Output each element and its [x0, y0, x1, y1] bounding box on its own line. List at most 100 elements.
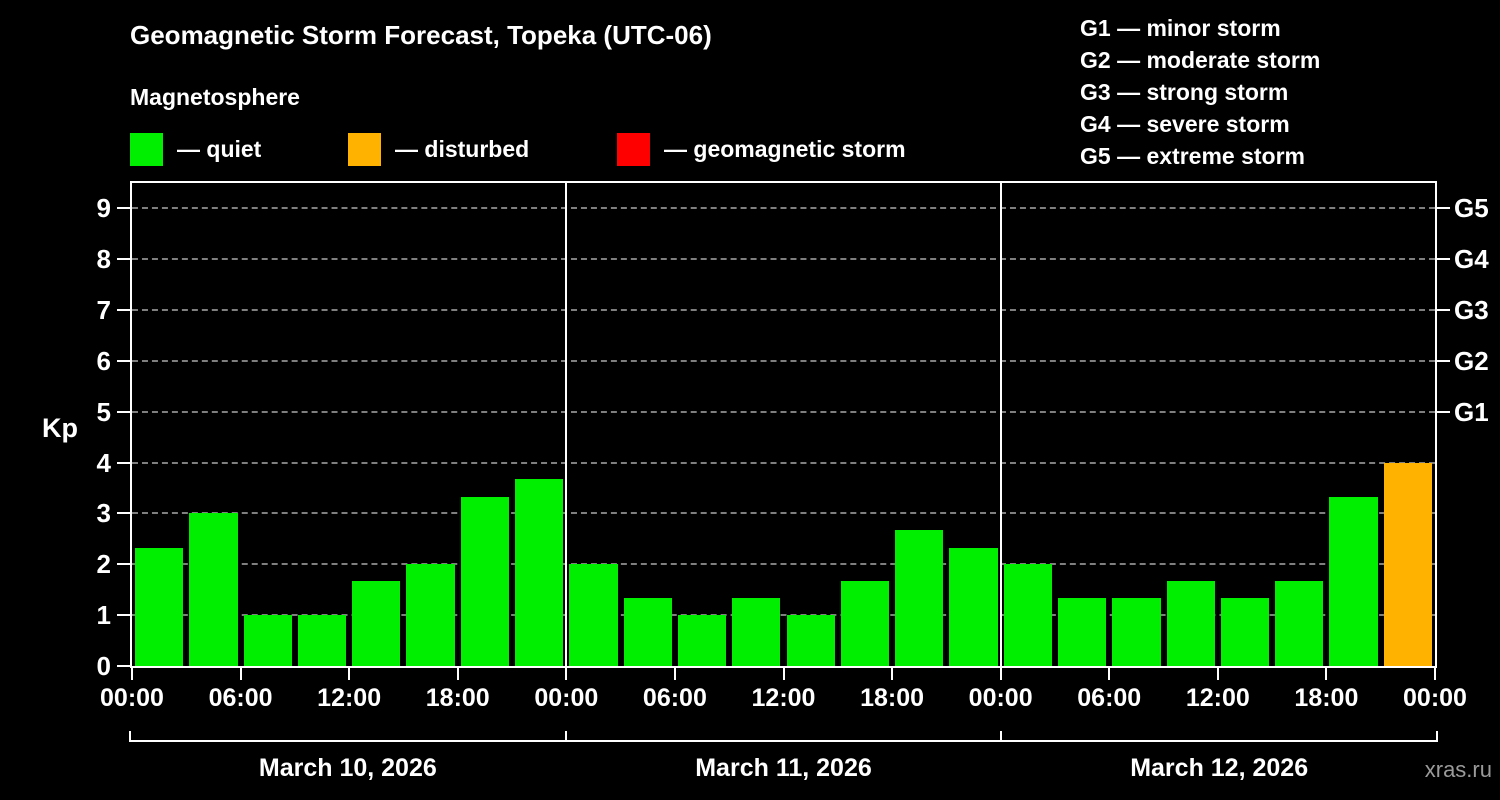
x-tick — [891, 668, 894, 680]
day-separator — [565, 183, 568, 666]
kp-bar-day1-slot8 — [515, 479, 564, 666]
kp-bar-day2-slot5 — [786, 615, 835, 666]
y-tick-0 — [117, 665, 130, 667]
x-tick-label: 00:00 — [100, 684, 164, 712]
y-tick-label-3: 3 — [96, 498, 111, 529]
x-tick-label: 12:00 — [751, 684, 816, 712]
kp-bar-day2-slot1 — [569, 564, 618, 666]
y-tick-label-8: 8 — [96, 244, 111, 275]
legend-label-disturbed: — disturbed — [395, 135, 530, 162]
kp-bar-day3-slot7 — [1329, 496, 1378, 666]
gridline-kp-3 — [132, 512, 1435, 515]
x-tick-label: 18:00 — [860, 684, 925, 712]
kp-bar-day3-slot8 — [1383, 462, 1432, 666]
right-axis-label-g5: G5 — [1454, 193, 1489, 224]
kp-bar-day1-slot6 — [406, 564, 455, 666]
right-axis-label-g2: G2 — [1454, 345, 1489, 376]
chart-plot-area — [130, 181, 1437, 668]
day-separator — [999, 183, 1002, 666]
x-tick-label: 00:00 — [534, 684, 599, 712]
right-axis-label-g4: G4 — [1454, 244, 1489, 275]
right-tick-g5 — [1437, 207, 1450, 210]
x-tick-label: 00:00 — [1403, 684, 1467, 712]
x-tick-label: 06:00 — [1077, 684, 1142, 712]
g-scale-g5: G5 — extreme storm — [1080, 143, 1305, 169]
y-axis-label: Kp — [42, 413, 78, 443]
x-tick — [348, 668, 351, 680]
x-tick — [1434, 668, 1436, 680]
gridline-kp-1 — [132, 614, 1435, 617]
gridline-kp-6 — [132, 359, 1435, 362]
legend-label-quiet: — quiet — [177, 135, 262, 162]
y-tick-label-4: 4 — [96, 447, 111, 478]
y-tick-8 — [117, 258, 130, 261]
right-tick-g3 — [1437, 309, 1450, 312]
date-label-day3: March 12, 2026 — [1130, 754, 1309, 782]
disturbed-swatch-icon — [348, 132, 381, 166]
y-tick-7 — [117, 309, 130, 312]
page-title: Geomagnetic Storm Forecast, Topeka (UTC-… — [130, 20, 712, 50]
x-tick-label: 06:00 — [208, 684, 273, 712]
kp-bar-day3-slot6 — [1275, 581, 1324, 666]
legend-item-disturbed: — disturbed — [348, 132, 529, 166]
right-tick-g2 — [1437, 359, 1450, 362]
g-scale-g3: G3 — strong storm — [1080, 79, 1289, 105]
y-tick-label-1: 1 — [96, 600, 111, 631]
kp-bar-day2-slot2 — [623, 598, 672, 666]
kp-bar-day1-slot5 — [352, 581, 401, 666]
kp-bar-day1-slot4 — [297, 615, 347, 666]
x-tick — [1325, 668, 1328, 680]
gridline-kp-4 — [132, 461, 1435, 464]
y-tick-label-2: 2 — [96, 549, 111, 580]
x-tick — [1108, 668, 1111, 680]
y-tick-label-6: 6 — [96, 345, 111, 376]
kp-bar-day3-slot5 — [1220, 598, 1270, 666]
y-tick-3 — [117, 512, 130, 515]
g-scale-legend: G1 — minor storm G2 — moderate storm G3 — … — [1080, 12, 1320, 172]
kp-bar-day2-slot3 — [677, 615, 727, 666]
date-boundary-tick — [564, 731, 567, 742]
right-axis-label-g1: G1 — [1454, 396, 1489, 427]
y-tick-9 — [117, 207, 130, 210]
date-label-day2: March 11, 2026 — [695, 754, 872, 782]
right-tick-g4 — [1437, 258, 1450, 261]
date-label-day1: March 10, 2026 — [258, 754, 437, 782]
gridline-kp-7 — [132, 309, 1435, 312]
x-tick-label: 18:00 — [1294, 684, 1359, 712]
x-tick — [673, 668, 676, 680]
y-tick-4 — [117, 461, 130, 464]
geomagnetic-storm-swatch-icon — [617, 132, 650, 166]
kp-bar-day1-slot3 — [243, 615, 292, 666]
x-tick — [239, 668, 242, 680]
right-tick-g1 — [1437, 410, 1450, 413]
x-tick-label: 12:00 — [1185, 684, 1250, 712]
kp-bar-day2-slot8 — [949, 547, 998, 666]
gridline-kp-8 — [132, 258, 1435, 261]
x-tick — [1216, 668, 1219, 680]
x-tick — [456, 668, 459, 680]
g-scale-g2: G2 — moderate storm — [1080, 47, 1321, 73]
legend-label-geomagnetic-storm: — geomagnetic storm — [664, 135, 906, 162]
kp-bar-day2-slot4 — [732, 598, 781, 666]
y-tick-1 — [117, 614, 130, 617]
date-boundary-tick — [1000, 731, 1003, 742]
y-tick-2 — [117, 563, 130, 566]
kp-bar-day2-slot6 — [840, 581, 890, 666]
x-tick-label: 00:00 — [968, 684, 1033, 712]
kp-bar-day2-slot7 — [895, 530, 944, 666]
magnetosphere-legend: — quiet — disturbed — geomagnetic storm — [0, 132, 1500, 166]
quiet-swatch-icon — [130, 132, 163, 166]
x-tick-label: 18:00 — [425, 684, 490, 712]
legend-heading: Magnetosphere — [130, 84, 300, 110]
date-boundary-tick — [1436, 731, 1438, 742]
kp-bar-day3-slot4 — [1166, 581, 1215, 666]
g-scale-g4: G4 — severe storm — [1080, 111, 1290, 137]
legend-item-geomagnetic-storm: — geomagnetic storm — [617, 132, 906, 166]
kp-bar-day1-slot1 — [135, 547, 184, 666]
watermark: xras.ru — [1424, 757, 1492, 782]
x-tick-label: 06:00 — [642, 684, 707, 712]
x-tick-label: 12:00 — [317, 684, 382, 712]
y-tick-5 — [117, 410, 130, 413]
x-tick — [782, 668, 785, 680]
